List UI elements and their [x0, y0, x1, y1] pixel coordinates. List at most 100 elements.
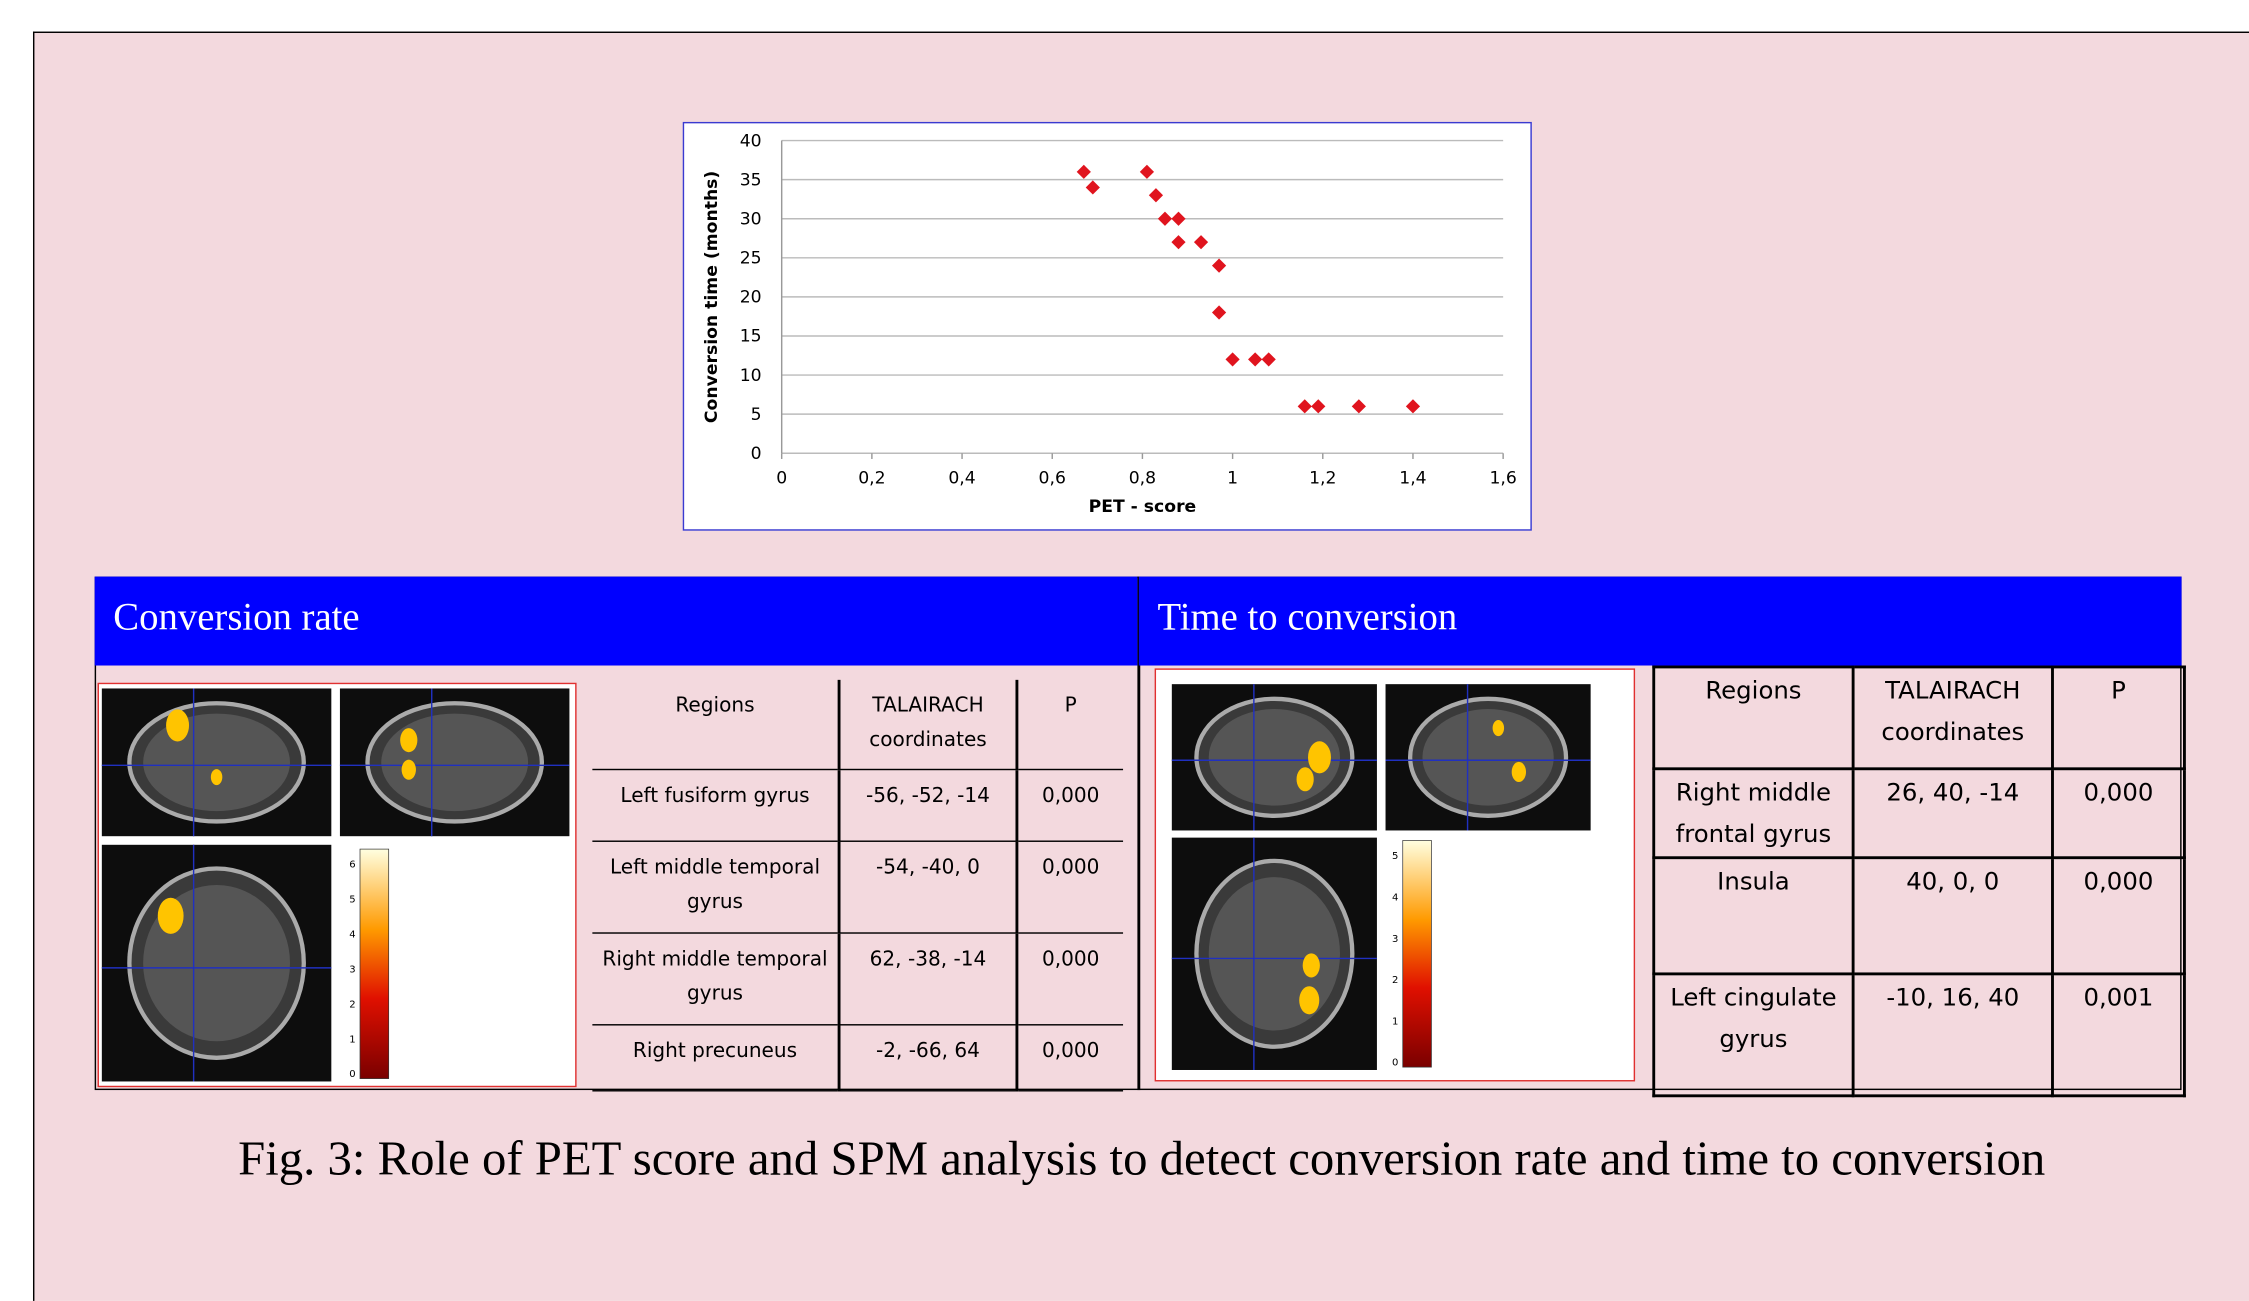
table-cell: Left middle temporal gyrus: [592, 840, 839, 932]
x-tick-label: 1,6: [1489, 468, 1516, 488]
activation: [402, 760, 416, 780]
y-tick-label: 10: [740, 366, 762, 386]
table-cell: 62, -38, -14: [839, 932, 1017, 1024]
x-tick-label: 0,6: [1039, 468, 1066, 488]
header-cell: P: [2052, 667, 2184, 769]
y-axis-label: Conversion time (months): [702, 171, 722, 423]
point: [1140, 165, 1154, 179]
y-tick-label: 0: [751, 444, 762, 464]
header-cell: Regions: [592, 680, 839, 769]
colorbar-tick-label: 2: [349, 999, 355, 1010]
activation: [166, 709, 189, 741]
colorbar: [1403, 840, 1432, 1067]
point: [1406, 399, 1420, 413]
table-cell: 0,000: [1017, 932, 1123, 1024]
point: [1171, 235, 1185, 249]
header-cell: Regions: [1654, 667, 1853, 769]
panel-title: Time to conversion: [1139, 577, 2182, 666]
table-cell: -2, -66, 64: [839, 1024, 1017, 1090]
x-tick-label: 1: [1227, 468, 1238, 488]
brain: [143, 714, 290, 812]
page: 051015202530354000,20,40,60,811,21,41,6P…: [0, 0, 2249, 1299]
point: [1311, 399, 1325, 413]
header-cell: TALAIRACH coordinates: [1853, 667, 2052, 769]
point: [1212, 305, 1226, 319]
colorbar-tick-label: 1: [349, 1034, 355, 1045]
table-cell: 40, 0, 0: [1853, 858, 2052, 974]
point: [1226, 352, 1240, 366]
point: [1248, 352, 1262, 366]
point: [1077, 165, 1091, 179]
point: [1086, 180, 1100, 194]
point: [1262, 352, 1276, 366]
x-axis-label: PET - score: [1089, 497, 1197, 517]
activation: [1493, 720, 1504, 736]
x-tick-label: 1,4: [1399, 468, 1426, 488]
brain: [1422, 709, 1553, 806]
point: [1298, 399, 1312, 413]
point: [1149, 188, 1163, 202]
activation: [1512, 762, 1526, 782]
x-tick-label: 1,2: [1309, 468, 1336, 488]
caption: Fig. 3: Role of PET score and SPM analys…: [0, 1133, 2249, 1188]
colorbar-tick-label: 1: [1392, 1016, 1398, 1027]
activation: [1308, 741, 1331, 773]
image-frame: 0 1 2 3 4 5: [1155, 668, 1635, 1081]
colorbar-tick-label: 4: [349, 930, 355, 941]
table-cell: -54, -40, 0: [839, 840, 1017, 932]
colorbar-tick-label: 0: [349, 1069, 355, 1080]
table-cell: Left cingulate gyrus: [1654, 974, 1853, 1096]
table-cell: Right precuneus: [592, 1024, 839, 1090]
y-tick-label: 5: [751, 405, 762, 425]
y-tick-label: 40: [740, 131, 762, 151]
y-tick-label: 20: [740, 288, 762, 308]
header-cell: TALAIRACH coordinates: [839, 680, 1017, 769]
table-cell: Left fusiform gyrus: [592, 769, 839, 841]
table-cell: 0,000: [1017, 1024, 1123, 1090]
table-cell: 0,000: [2052, 769, 2184, 858]
table-cell: 0,000: [2052, 858, 2184, 974]
point: [1212, 259, 1226, 273]
table-cell: 0,001: [2052, 974, 2184, 1096]
colorbar-tick-label: 3: [349, 964, 355, 975]
colorbar-tick-label: 6: [349, 860, 355, 871]
header-cell: P: [1017, 680, 1123, 769]
results-table: RegionsTALAIRACH coordinatesPLeft fusifo…: [592, 680, 1123, 1091]
activation: [1297, 767, 1314, 791]
activation: [400, 728, 417, 752]
y-tick-label: 30: [740, 209, 762, 229]
table-cell: -10, 16, 40: [1853, 974, 2052, 1096]
table-cell: Insula: [1654, 858, 1853, 974]
colorbar-tick-label: 2: [1392, 975, 1398, 986]
brain-images: 0 1 2 3 4 5: [1156, 670, 1632, 1079]
colorbar-tick-label: 4: [1392, 892, 1398, 903]
point: [1171, 212, 1185, 226]
colorbar-tick-label: 5: [1392, 851, 1398, 862]
activation: [158, 898, 184, 934]
results-table: RegionsTALAIRACH coordinatesPRight middl…: [1652, 666, 2186, 1098]
colorbar-tick-label: 0: [1392, 1058, 1398, 1069]
point: [1158, 212, 1172, 226]
x-tick-label: 0,2: [858, 468, 885, 488]
colorbar-tick-label: 3: [1392, 934, 1398, 945]
point: [1194, 235, 1208, 249]
brain: [1209, 877, 1340, 1030]
table-cell: Right middle frontal gyrus: [1654, 769, 1853, 858]
table-cell: -56, -52, -14: [839, 769, 1017, 841]
table-cell: Right middle temporal gyrus: [592, 932, 839, 1024]
colorbar: [360, 849, 389, 1078]
y-tick-label: 35: [740, 170, 762, 190]
table-cell: 0,000: [1017, 840, 1123, 932]
y-tick-label: 15: [740, 327, 762, 347]
y-tick-label: 25: [740, 249, 762, 269]
